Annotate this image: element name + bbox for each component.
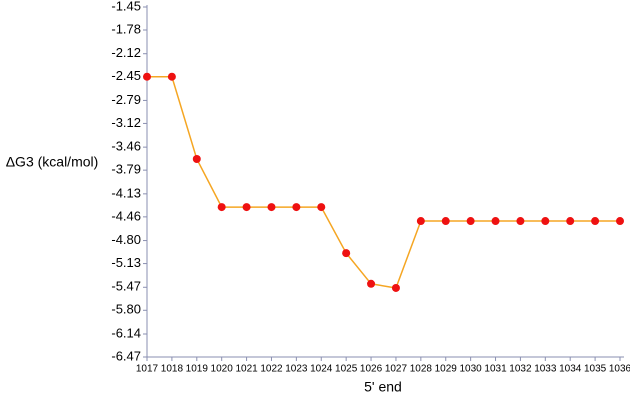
x-tick-label: 1029	[435, 364, 458, 375]
y-tick-label: -5.47	[111, 279, 141, 294]
point	[616, 217, 624, 226]
point	[267, 203, 276, 212]
x-tick-label: 1033	[534, 364, 557, 375]
y-tick-label: -6.47	[111, 348, 141, 363]
point	[143, 72, 151, 81]
y-tick-label: -4.46	[111, 208, 141, 223]
point	[342, 249, 351, 258]
x-tick-label: 1019	[186, 364, 209, 375]
x-tick-label: 1021	[235, 364, 258, 375]
y-tick-label: -4.13	[111, 185, 141, 200]
y-tick-label: -2.79	[111, 92, 141, 107]
x-tick-label: 1028	[410, 364, 433, 375]
y-tick-label: -2.45	[111, 68, 141, 83]
x-axis-label: 5' end	[364, 379, 402, 395]
point	[491, 217, 500, 226]
x-tick-label: 1036	[609, 364, 630, 375]
y-tick-label: -3.79	[111, 162, 141, 177]
x-tick-label: 1017	[136, 364, 159, 375]
y-tick-label: -1.78	[111, 21, 141, 36]
x-tick-label: 1026	[360, 364, 383, 375]
point	[416, 217, 425, 226]
point	[441, 217, 450, 226]
point	[217, 203, 226, 212]
x-tick-label: 1023	[285, 364, 308, 375]
x-tick-label: 1034	[559, 364, 582, 375]
y-tick-label: -6.14	[111, 325, 141, 340]
x-tick-label: 1035	[584, 364, 607, 375]
point	[192, 154, 201, 163]
x-tick-label: 1024	[310, 364, 333, 375]
y-tick-label: -3.12	[111, 115, 141, 130]
point	[242, 203, 251, 212]
point	[367, 279, 376, 288]
y-axis-label: ΔG3 (kcal/mol)	[6, 154, 99, 170]
y-tick-label: -1.45	[111, 0, 141, 13]
y-tick-label: -5.13	[111, 255, 141, 270]
point	[541, 217, 550, 226]
y-tick-label: -2.12	[111, 45, 141, 60]
x-tick-label: 1020	[211, 364, 234, 375]
y-tick-label: -3.46	[111, 139, 141, 154]
x-tick-label: 1025	[335, 364, 358, 375]
point	[466, 217, 475, 226]
point	[391, 283, 400, 292]
x-tick-label: 1018	[161, 364, 184, 375]
point	[292, 203, 301, 212]
point	[516, 217, 525, 226]
x-tick-label: 1030	[460, 364, 483, 375]
point	[566, 217, 575, 226]
series-line	[147, 75, 620, 289]
x-tick-label: 1032	[509, 364, 532, 375]
x-tick-label: 1022	[260, 364, 283, 375]
point	[167, 72, 176, 81]
x-tick-label: 1031	[484, 364, 507, 375]
point	[591, 217, 600, 226]
y-tick-label: -4.80	[111, 232, 141, 247]
point	[317, 203, 326, 212]
x-tick-label: 1027	[385, 364, 408, 375]
y-tick-label: -5.80	[111, 302, 141, 317]
